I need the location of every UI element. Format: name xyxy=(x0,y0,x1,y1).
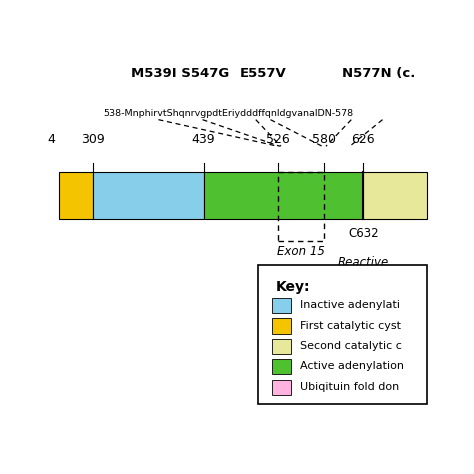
Text: 439: 439 xyxy=(192,133,216,146)
Bar xyxy=(272,298,291,313)
Bar xyxy=(272,359,291,374)
Bar xyxy=(92,172,204,219)
Bar xyxy=(364,172,427,219)
Text: 580: 580 xyxy=(312,133,336,146)
Bar xyxy=(278,172,324,241)
Text: 4: 4 xyxy=(48,133,55,146)
Bar xyxy=(272,338,291,354)
Text: Key:: Key: xyxy=(276,280,310,293)
Bar xyxy=(272,318,291,334)
Text: Exon 15: Exon 15 xyxy=(277,245,325,258)
Text: Inactive adenylati: Inactive adenylati xyxy=(300,300,400,310)
Text: 309: 309 xyxy=(81,133,104,146)
Text: Reactive
Cys residue: Reactive Cys residue xyxy=(329,256,398,286)
Text: First catalytic cyst: First catalytic cyst xyxy=(300,320,401,330)
Bar xyxy=(204,172,364,219)
Text: C632: C632 xyxy=(348,227,379,239)
Bar xyxy=(59,172,92,219)
Text: Active adenylation: Active adenylation xyxy=(300,361,404,372)
Text: 526: 526 xyxy=(266,133,290,146)
Text: N577N (c.: N577N (c. xyxy=(342,67,416,80)
Text: M539I S547G: M539I S547G xyxy=(131,67,229,80)
Bar xyxy=(272,380,291,395)
Text: 538-MnphirvtShqnrvgpdtEriydddffqnldgvanalDN-578: 538-MnphirvtShqnrvgpdtEriydddffqnldgvana… xyxy=(103,109,353,118)
Bar xyxy=(258,265,427,404)
Text: Ubiqituin fold don: Ubiqituin fold don xyxy=(300,382,399,392)
Text: Second catalytic c: Second catalytic c xyxy=(300,341,402,351)
Text: E557V: E557V xyxy=(240,67,286,80)
Text: 626: 626 xyxy=(352,133,375,146)
